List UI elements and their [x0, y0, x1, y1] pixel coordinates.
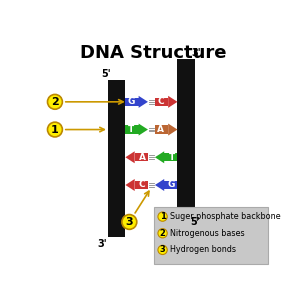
Bar [155, 98, 168, 106]
Text: 2: 2 [160, 229, 166, 238]
Text: 3: 3 [160, 245, 166, 254]
Text: G: G [128, 97, 135, 106]
Polygon shape [125, 151, 135, 163]
Text: 3: 3 [125, 217, 133, 227]
Bar [125, 98, 139, 106]
Text: C: C [139, 181, 146, 190]
Polygon shape [139, 124, 148, 136]
Text: DNA Structure: DNA Structure [80, 44, 227, 62]
Text: A: A [157, 125, 164, 134]
Bar [135, 153, 148, 161]
Bar [164, 181, 178, 189]
Bar [155, 125, 168, 134]
Bar [178, 59, 195, 216]
Circle shape [47, 122, 62, 137]
Circle shape [158, 245, 167, 254]
Polygon shape [155, 179, 164, 191]
Polygon shape [155, 151, 164, 163]
Polygon shape [168, 96, 178, 108]
Text: G: G [168, 181, 175, 190]
Text: A: A [139, 153, 145, 162]
Circle shape [158, 229, 167, 238]
Circle shape [122, 214, 137, 229]
Text: 3': 3' [191, 48, 201, 58]
Text: 1: 1 [51, 124, 59, 135]
Text: 5': 5' [101, 69, 111, 79]
Text: 2: 2 [51, 97, 59, 107]
Polygon shape [168, 124, 178, 136]
Text: 1: 1 [160, 212, 166, 221]
Text: 5': 5' [190, 217, 200, 227]
Bar [125, 125, 139, 134]
Text: 3': 3' [98, 239, 107, 249]
Text: Nitrogenous bases: Nitrogenous bases [169, 229, 244, 238]
Circle shape [158, 212, 167, 221]
Text: T: T [128, 125, 134, 134]
Bar [164, 153, 178, 161]
Text: Suger phosphate backbone: Suger phosphate backbone [169, 212, 280, 221]
Polygon shape [139, 96, 148, 108]
Circle shape [47, 94, 62, 109]
Text: Hydrogen bonds: Hydrogen bonds [169, 245, 236, 254]
Bar [135, 181, 148, 189]
Polygon shape [125, 179, 135, 191]
Text: C: C [157, 97, 164, 106]
Bar [108, 80, 125, 237]
FancyBboxPatch shape [154, 207, 268, 263]
Text: T: T [169, 153, 175, 162]
